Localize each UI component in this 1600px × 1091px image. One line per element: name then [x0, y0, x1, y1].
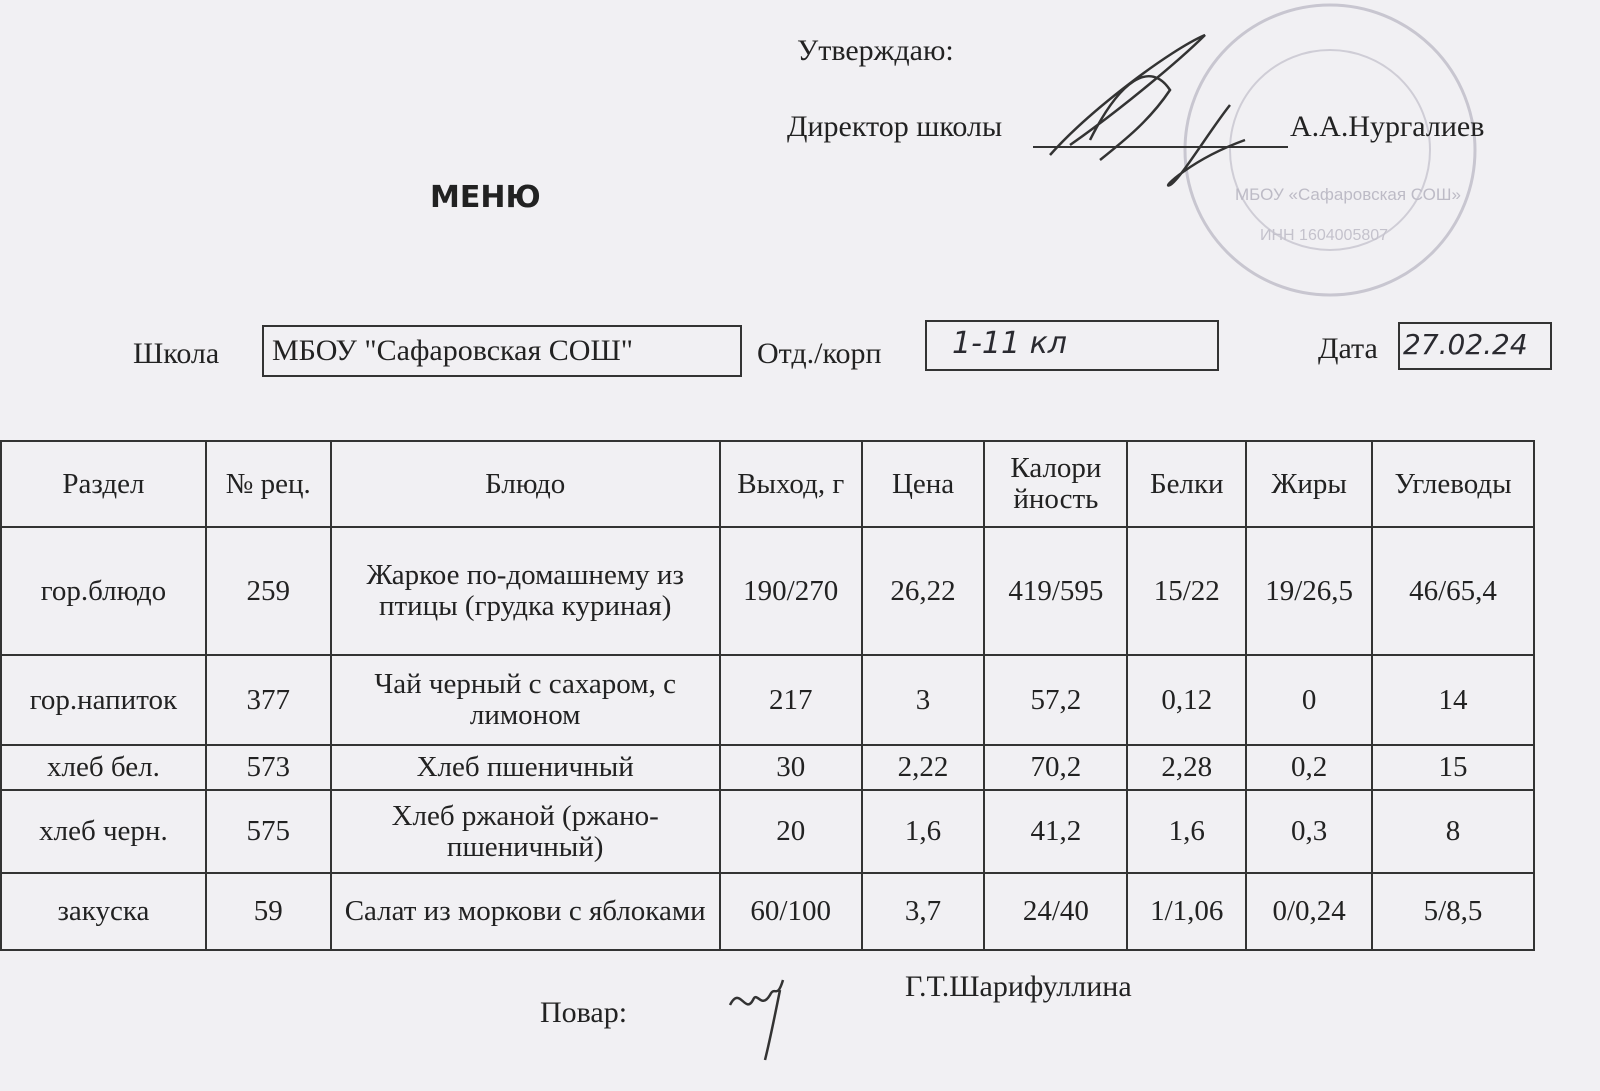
- table-cell: 0: [1245, 654, 1374, 746]
- table-cell: 377: [204, 654, 332, 746]
- school-label: Школа: [133, 337, 220, 370]
- dept-field: 1-11 кл: [925, 320, 1219, 371]
- dept-value: 1-11 кл: [952, 326, 1067, 361]
- school-value: МБОУ "Сафаровская СОШ": [272, 334, 633, 367]
- table-cell: Хлеб пшеничный: [329, 744, 721, 791]
- table-cell: 0/0,24: [1245, 872, 1374, 951]
- date-value: 27.02.24: [1403, 328, 1528, 361]
- column-header: Калори йность: [983, 440, 1129, 528]
- table-cell: 19/26,5: [1245, 526, 1374, 656]
- school-stamp: МБОУ «Сафаровская СОШ» ИНН 1604005807: [1183, 3, 1477, 297]
- table-cell: гор.блюдо: [0, 526, 207, 656]
- column-header: № рец.: [204, 440, 332, 528]
- cook-name: Г.Т.Шарифуллина: [905, 970, 1132, 1003]
- signature-line: [1033, 146, 1288, 148]
- table-cell: 60/100: [718, 872, 863, 951]
- table-cell: 70,2: [983, 744, 1129, 791]
- column-header: Блюдо: [329, 440, 721, 528]
- cook-signature: [728, 979, 785, 1061]
- director-signature: [1049, 33, 1246, 187]
- table-cell: 59: [204, 872, 332, 951]
- table-cell: 2,22: [860, 744, 986, 791]
- table-cell: 2,28: [1126, 744, 1248, 791]
- table-cell: 5/8,5: [1371, 872, 1535, 951]
- table-cell: гор.напиток: [0, 654, 207, 746]
- table-cell: 573: [204, 744, 332, 791]
- svg-text:ИНН 1604005807: ИНН 1604005807: [1260, 227, 1388, 244]
- column-header: Выход, г: [718, 440, 863, 528]
- table-cell: Салат из моркови с яблоками: [329, 872, 721, 951]
- table-cell: 1/1,06: [1126, 872, 1248, 951]
- table-row: гор.блюдо 259 Жаркое по-домашнему из птицы…: [0, 526, 1535, 656]
- table-row: гор.напиток 377 Чай черный с сахаром, с ли…: [0, 654, 1535, 746]
- table-cell: 3: [860, 654, 986, 746]
- svg-text:МБОУ «Сафаровская СОШ»: МБОУ «Сафаровская СОШ»: [1235, 185, 1461, 204]
- column-header: Жиры: [1245, 440, 1374, 528]
- table-cell: 15: [1371, 744, 1535, 791]
- table-row: хлеб черн. 575 Хлеб ржаной (ржано-пшеничны…: [0, 789, 1535, 874]
- table-cell: хлеб бел.: [0, 744, 207, 791]
- table-cell: 57,2: [983, 654, 1129, 746]
- table-cell: 217: [718, 654, 863, 746]
- table-cell: 46/65,4: [1371, 526, 1535, 656]
- column-header: Раздел: [0, 440, 207, 528]
- cook-label: Повар:: [540, 996, 628, 1029]
- date-field: 27.02.24: [1398, 322, 1552, 370]
- dept-label: Отд./корп: [757, 337, 882, 370]
- table-row: хлеб бел. 573 Хлеб пшеничный 30 2,22 70,2 2,28…: [0, 744, 1535, 791]
- director-label: Директор школы: [787, 110, 1003, 143]
- table-cell: 14: [1371, 654, 1535, 746]
- date-label: Дата: [1318, 332, 1378, 365]
- page-title: МЕНЮ: [430, 180, 541, 215]
- table-cell: хлеб черн.: [0, 789, 207, 874]
- table-cell: 419/595: [983, 526, 1129, 656]
- column-header: Белки: [1126, 440, 1248, 528]
- table-row: закуска 59 Салат из моркови с яблоками 60/1…: [0, 872, 1535, 951]
- table-cell: 1,6: [1126, 789, 1248, 874]
- column-header: Углеводы: [1371, 440, 1535, 528]
- table-cell: 15/22: [1126, 526, 1248, 656]
- table-cell: 575: [204, 789, 332, 874]
- table-cell: 3,7: [860, 872, 986, 951]
- table-cell: Хлеб ржаной (ржано-пшеничный): [329, 789, 721, 874]
- table-cell: Жаркое по-домашнему из птицы (грудка кур…: [329, 526, 721, 656]
- school-field: МБОУ "Сафаровская СОШ": [262, 325, 742, 377]
- table-cell: 190/270: [718, 526, 863, 656]
- table-cell: 0,12: [1126, 654, 1248, 746]
- table-header-row: Раздел № рец. Блюдо Выход, г Цена Калори йнос…: [0, 440, 1535, 528]
- table-cell: 26,22: [860, 526, 986, 656]
- menu-table: Раздел № рец. Блюдо Выход, г Цена Калори йнос…: [0, 440, 1535, 951]
- table-cell: 0,3: [1245, 789, 1374, 874]
- table-cell: 24/40: [983, 872, 1129, 951]
- table-cell: Чай черный с сахаром, с лимоном: [329, 654, 721, 746]
- table-cell: 8: [1371, 789, 1535, 874]
- approve-label: Утверждаю:: [797, 34, 954, 67]
- table-cell: 30: [718, 744, 863, 791]
- table-cell: 20: [718, 789, 863, 874]
- director-name: А.А.Нургалиев: [1290, 110, 1485, 143]
- table-cell: 41,2: [983, 789, 1129, 874]
- column-header: Цена: [860, 440, 986, 528]
- table-cell: 259: [204, 526, 332, 656]
- table-cell: 1,6: [860, 789, 986, 874]
- table-cell: 0,2: [1245, 744, 1374, 791]
- table-cell: закуска: [0, 872, 207, 951]
